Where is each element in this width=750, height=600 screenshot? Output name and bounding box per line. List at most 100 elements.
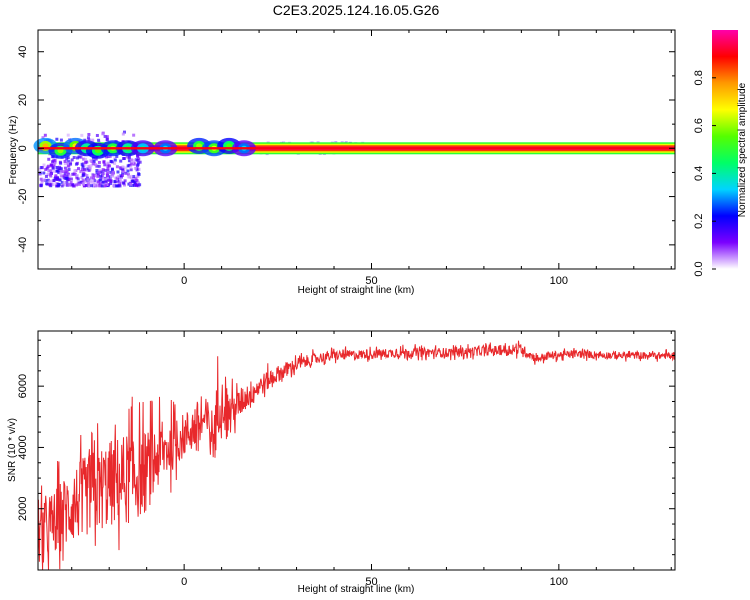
spectrogram-noise-cell bbox=[60, 180, 64, 184]
colorbar-label: Normalized spectral amplitude bbox=[737, 82, 748, 217]
spectrogram-noise-cell bbox=[136, 158, 140, 162]
spectrogram-noise-cell bbox=[122, 130, 126, 134]
spectrogram-noise-cell bbox=[134, 176, 138, 180]
spectrogram-panel: 0 50 100 -40 -20 0 20 40 Height of straight li… bbox=[8, 29, 676, 296]
spectrogram-noise-cell bbox=[62, 180, 66, 184]
spectrogram-noise-cell bbox=[138, 160, 142, 164]
spectrogram-noise-cell bbox=[75, 156, 79, 160]
spectrogram-noise-cell bbox=[119, 179, 123, 183]
spectrogram-noise-cell bbox=[66, 161, 70, 165]
spectrogram-noise-cell bbox=[92, 183, 96, 187]
spectrogram-noise-cell bbox=[96, 175, 100, 179]
spectrogram-noise-cell bbox=[86, 176, 90, 180]
spectrogram-noise-cell bbox=[123, 183, 127, 187]
chart-title: C2E3.2025.124.16.05.G26 bbox=[272, 2, 440, 18]
spectrogram-noise-cell bbox=[134, 178, 138, 182]
spectrogram-noise-cell bbox=[115, 165, 119, 169]
spectrogram-noise-cell bbox=[56, 182, 60, 186]
spectrogram-noise-cell bbox=[98, 182, 102, 186]
spectrogram-noise-cell bbox=[115, 176, 119, 180]
spectrogram-noise-cell bbox=[103, 168, 107, 172]
spectrogram-noise-cell bbox=[105, 182, 109, 186]
spectrogram-noise-cell bbox=[68, 183, 72, 187]
spectrogram-y-ticks: -40 -20 0 20 40 bbox=[17, 46, 675, 270]
snr-frame bbox=[37, 330, 676, 571]
spectrogram-noise-cell bbox=[101, 132, 105, 136]
spectrogram-noise-cell bbox=[126, 169, 130, 173]
spectrogram-noise-cell bbox=[93, 179, 97, 183]
spectrogram-noise-cell bbox=[103, 177, 107, 181]
spectrogram-y-tick-label: -20 bbox=[17, 189, 29, 205]
spectrogram-noise-cell bbox=[129, 162, 133, 166]
spectrogram-noise-cell bbox=[111, 170, 115, 174]
spectrogram-noise-cell bbox=[125, 155, 129, 159]
spectrogram-noise-cell bbox=[46, 182, 50, 186]
spectrogram-noise-cell bbox=[126, 164, 130, 168]
spectrogram-noise-cell bbox=[101, 168, 105, 172]
spectrogram-noise-cell bbox=[51, 183, 55, 187]
spectrogram-y-tick-label: -40 bbox=[17, 237, 29, 253]
spectrogram-noise-cell bbox=[84, 160, 88, 164]
spectrogram-noise-cell bbox=[88, 166, 92, 170]
spectrogram-noise-cell bbox=[53, 160, 57, 164]
spectrogram-noise-cell bbox=[97, 164, 101, 168]
spectrogram-noise-cell bbox=[104, 180, 108, 184]
spectrogram-noise-cell bbox=[86, 136, 90, 140]
snr-x-ticks: 0 50 100 bbox=[71, 331, 672, 588]
spectrogram-noise-cell bbox=[55, 165, 59, 169]
spectrogram-noise-cell bbox=[340, 141, 344, 144]
spectrogram-noise-cell bbox=[133, 166, 137, 170]
spectrogram-noise-cell bbox=[97, 170, 101, 174]
spectrogram-noise-cell bbox=[131, 177, 135, 181]
spectrogram-noise-cell bbox=[137, 172, 141, 176]
spectrogram-noise-cell bbox=[75, 174, 79, 178]
spectrogram-noise-cell bbox=[127, 159, 131, 163]
spectrogram-noise-cell bbox=[59, 172, 63, 176]
spectrogram-noise-cell bbox=[39, 183, 43, 187]
spectrogram-noise-cell bbox=[87, 179, 91, 183]
spectrogram-noise-cell bbox=[136, 161, 140, 165]
spectrogram-noise-cell bbox=[103, 184, 107, 188]
spectrogram-noise-cell bbox=[138, 183, 142, 187]
spectrogram-noise-cell bbox=[52, 178, 56, 182]
spectrogram-noise-cell bbox=[49, 173, 53, 177]
spectrogram-noise-cell bbox=[130, 160, 134, 164]
spectrogram-noise-cell bbox=[63, 172, 67, 176]
spectrogram-noise-cell bbox=[67, 160, 71, 164]
spectrogram-noise-cell bbox=[66, 156, 70, 160]
spectrogram-y-tick-label: 40 bbox=[17, 46, 29, 58]
spectrogram-noise-cell bbox=[120, 173, 124, 177]
spectrogram-noise-cell bbox=[98, 174, 102, 178]
spectrogram-noise-cell bbox=[84, 184, 88, 188]
spectrogram-noise-cell bbox=[69, 180, 73, 184]
spectrogram-noise-cell bbox=[114, 178, 118, 182]
spectrogram-frame bbox=[37, 29, 676, 270]
spectrogram-noise-cell bbox=[80, 168, 84, 172]
spectrogram-noise-cell bbox=[92, 160, 96, 164]
spectrogram-noise-cell bbox=[74, 162, 78, 166]
spectrogram-noise-cell bbox=[81, 178, 85, 182]
spectrogram-noise-cell bbox=[76, 177, 80, 181]
colorbar-tick-label: 0.8 bbox=[693, 70, 705, 85]
spectrogram-noise-cell bbox=[106, 167, 110, 171]
spectrogram-noise-cell bbox=[129, 168, 133, 172]
spectrogram-noise-cell bbox=[65, 174, 69, 178]
spectrogram-noise-cell bbox=[77, 181, 81, 185]
spectrogram-noise-cell bbox=[101, 180, 105, 184]
spectrogram-noise-cell bbox=[66, 178, 70, 182]
colorbar-tick-label: 0.4 bbox=[693, 166, 705, 181]
spectrogram-noise-cell bbox=[129, 182, 133, 186]
colorbar-tick-label: 0.6 bbox=[693, 118, 705, 133]
spectrogram-noise-cell bbox=[132, 179, 136, 183]
spectrogram-noise-cell bbox=[94, 157, 98, 161]
spectrogram-noise-cell bbox=[54, 174, 58, 178]
spectrogram-noise-cell bbox=[62, 174, 66, 178]
spectrogram-noise-cell bbox=[47, 169, 51, 173]
spectrogram-noise-cell bbox=[63, 159, 67, 163]
spectrogram-noise-cell bbox=[110, 160, 114, 164]
spectrogram-noise-cell bbox=[136, 163, 140, 167]
spectrogram-noise-cell bbox=[79, 180, 83, 184]
spectrogram-noise-cell bbox=[80, 170, 84, 174]
snr-y-ticks: 2000 4000 6000 bbox=[17, 339, 675, 571]
colorbar-tick-label: 0.2 bbox=[693, 214, 705, 229]
